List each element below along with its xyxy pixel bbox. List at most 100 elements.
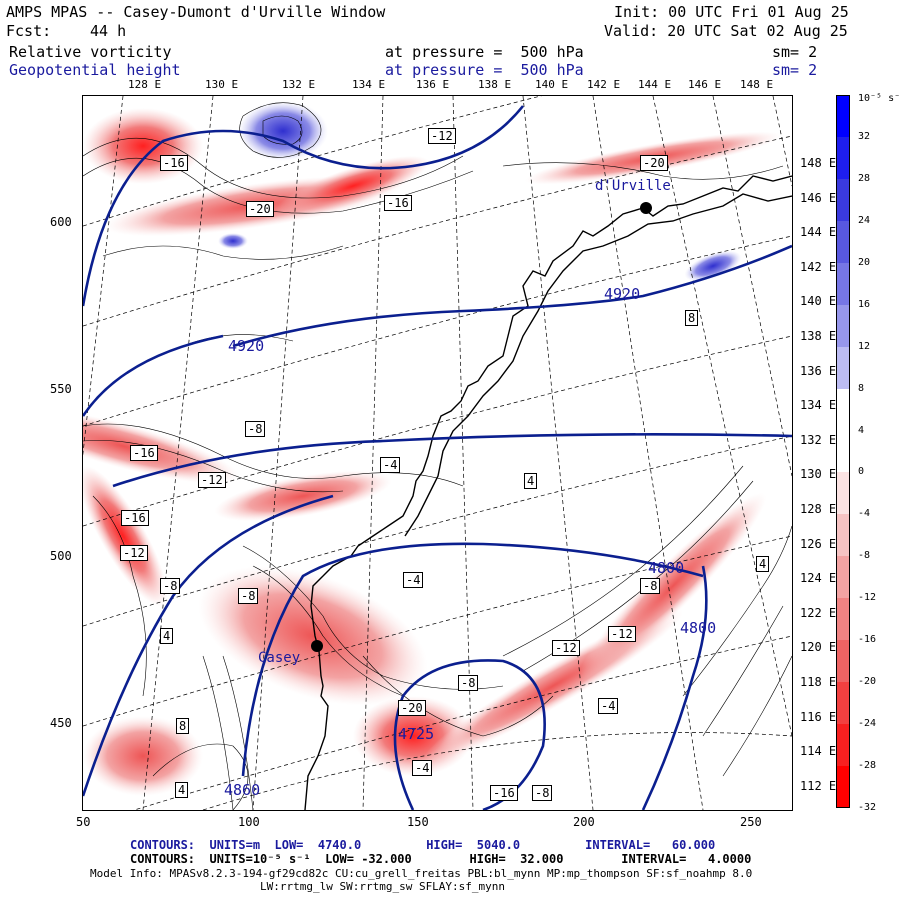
top-longitude-label: 136 E: [416, 78, 450, 91]
vorticity-label: -8: [160, 578, 181, 594]
colorbar-tick: 16: [858, 298, 871, 310]
right-longitude-label: 138 E: [800, 329, 837, 343]
right-longitude-label: 120 E: [800, 640, 837, 655]
y-tick: 550: [50, 382, 72, 396]
y-tick: 600: [50, 215, 72, 229]
latlon-grid: [83, 96, 792, 810]
vorticity-label: -4: [380, 457, 401, 473]
colorbar-cell: [836, 388, 850, 432]
colorbar-tick: 4: [858, 424, 865, 436]
height-label: 4800: [680, 619, 717, 637]
y-tick: 450: [50, 716, 72, 730]
vorticity-label: -8: [640, 578, 661, 594]
map-panel[interactable]: [82, 95, 793, 811]
right-longitude-label: 116 E: [800, 709, 837, 724]
top-longitude-label: 144 E: [638, 78, 672, 91]
vorticity-label: -20: [640, 155, 668, 171]
vorticity-label: -8: [532, 785, 553, 801]
top-longitude-label: 130 E: [205, 78, 239, 91]
vorticity-label: -4: [598, 698, 619, 714]
right-longitude-label: 142 E: [800, 259, 837, 274]
window-title: AMPS MPAS -- Casey-Dumont d'Urville Wind…: [6, 3, 386, 21]
height-label: 4920: [228, 337, 265, 355]
colorbar-cell: [836, 95, 850, 138]
right-longitude-label: 114 E: [800, 744, 837, 759]
colorbar-cell: [836, 682, 850, 725]
vorticity-label: 4: [175, 782, 189, 798]
right-longitude-label: 132 E: [800, 432, 837, 447]
vorticity-label: -16: [384, 195, 412, 211]
vorticity-label: 4: [160, 628, 174, 644]
right-longitude-label: 124 E: [800, 571, 837, 586]
vorticity-label: -12: [198, 472, 226, 488]
vorticity-contour-info: CONTOURS: UNITS=10⁻⁵ s⁻¹ LOW= -32.000 HI…: [130, 852, 752, 866]
colorbar-cell: [836, 724, 850, 767]
model-info: Model Info: MPASv8.2.3-194-gf29cd82c CU:…: [90, 867, 753, 880]
vorticity-contours: [83, 102, 792, 810]
right-longitude-label: 128 E: [800, 502, 837, 516]
top-longitude-label: 138 E: [478, 78, 512, 91]
x-tick: 100: [238, 815, 260, 829]
vorticity-label: -12: [552, 640, 580, 656]
colorbar-tick: -8: [858, 550, 871, 562]
colorbar-tick: 0: [858, 466, 865, 478]
colorbar-tick: 28: [858, 172, 871, 184]
field2-smoothing: sm= 2: [772, 61, 818, 79]
vorticity-label: -16: [160, 155, 188, 171]
field2-level: at pressure = 500 hPa: [385, 61, 584, 79]
colorbar-tick: -28: [858, 760, 877, 772]
colorbar-tick: -24: [858, 718, 877, 730]
right-longitude-label: 134 E: [800, 398, 837, 413]
vorticity-label: -12: [120, 545, 148, 561]
height-contours: [83, 105, 792, 810]
x-tick: 200: [573, 815, 595, 829]
dumont-station-marker: [640, 202, 652, 214]
right-longitude-label: 126 E: [800, 536, 837, 551]
top-longitude-label: 146 E: [688, 78, 722, 91]
field1-level: at pressure = 500 hPa: [385, 43, 584, 61]
vorticity-label: -8: [238, 588, 259, 604]
vorticity-label: 4: [756, 556, 770, 572]
model-info-physics: LW:rrtmg_lw SW:rrtmg_sw SFLAY:sf_mynn: [260, 880, 506, 893]
right-longitude-label: 112 E: [800, 778, 837, 793]
colorbar-cell: [836, 220, 850, 264]
height-contour-info: CONTOURS: UNITS=m LOW= 4740.0 HIGH= 5040…: [130, 838, 716, 852]
colorbar-cell: [836, 304, 850, 348]
colorbar-cell: [836, 598, 850, 641]
right-longitude-label: 130 E: [800, 467, 837, 482]
x-tick: 150: [407, 815, 429, 829]
right-longitude-label: 146 E: [800, 190, 837, 205]
right-longitude-label: 144 E: [800, 225, 837, 240]
forecast-label: Fcst:: [6, 22, 52, 40]
vorticity-label: -16: [121, 510, 149, 526]
vorticity-label: 8: [176, 718, 190, 734]
colorbar-cell: [836, 136, 850, 180]
height-label: 4920: [604, 285, 641, 303]
valid-time: Valid: 20 UTC Sat 02 Aug 25: [604, 22, 848, 40]
casey-label: Casey: [258, 650, 301, 666]
colorbar-tick: 12: [858, 340, 871, 352]
init-time: Init: 00 UTC Fri 01 Aug 25: [614, 3, 849, 21]
vorticity-label: -16: [490, 785, 518, 801]
top-longitude-label: 148 E: [740, 78, 774, 91]
forecast-value: 44 h: [90, 22, 127, 40]
right-longitude-label: 122 E: [800, 605, 837, 620]
colorbar-cell: [836, 430, 850, 473]
right-longitude-label: 136 E: [800, 363, 837, 378]
colorbar-cell: [836, 514, 850, 557]
vorticity-label: 8: [685, 310, 699, 326]
vorticity-label: -12: [428, 128, 456, 144]
colorbar-tick: -20: [858, 676, 877, 688]
colorbar-tick: 24: [858, 214, 871, 226]
field2-name: Geopotential height: [9, 61, 181, 79]
top-longitude-label: 140 E: [535, 78, 569, 91]
colorbar-tick: -4: [858, 508, 871, 520]
casey-station-marker: [311, 640, 323, 652]
top-longitude-label: 134 E: [352, 78, 386, 91]
colorbar-cell: [836, 178, 850, 222]
top-longitude-label: 142 E: [587, 78, 621, 91]
dumont-label: d'Urville: [595, 178, 671, 194]
height-label: 4725: [398, 725, 435, 743]
colorbar-tick: 8: [858, 382, 865, 394]
colorbar-cell: [836, 556, 850, 599]
